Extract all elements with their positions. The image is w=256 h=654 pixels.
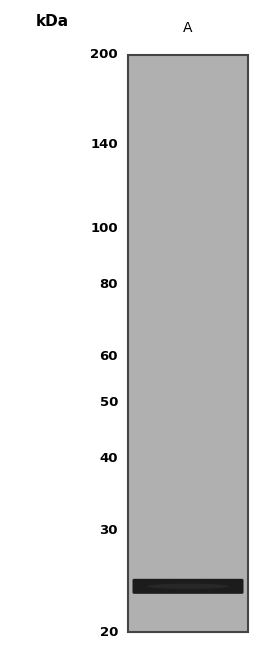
Text: A: A (183, 21, 193, 35)
Text: 50: 50 (100, 396, 118, 409)
Text: kDa: kDa (35, 14, 69, 29)
Ellipse shape (147, 583, 229, 589)
Text: 60: 60 (100, 350, 118, 363)
Text: 100: 100 (90, 222, 118, 235)
Text: 140: 140 (90, 138, 118, 151)
Text: 80: 80 (100, 278, 118, 291)
Bar (128, 55, 248, 632)
FancyBboxPatch shape (133, 579, 243, 594)
Text: 30: 30 (100, 524, 118, 537)
Text: 200: 200 (90, 48, 118, 61)
Text: 40: 40 (100, 452, 118, 465)
Text: 20: 20 (100, 625, 118, 638)
